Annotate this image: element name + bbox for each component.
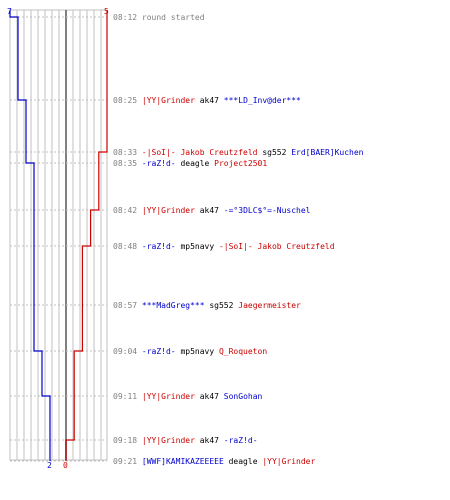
event-killer: |YY|Grinder: [142, 392, 200, 401]
event-row: 09:11 |YY|Grinder ak47 SonGohan: [113, 392, 263, 401]
event-killer: -raZ!d-: [142, 347, 181, 356]
event-row: 08:12 round started: [113, 13, 205, 22]
series-line-red: [65, 10, 108, 461]
left-bottom-label: 2: [47, 461, 52, 470]
event-message: round started: [142, 13, 205, 22]
event-victim: ***LD_Inv@der***: [224, 96, 301, 105]
right-bottom-label: 0: [63, 461, 68, 470]
event-row: 08:57 ***MadGreg*** sg552 Jaegermeister: [113, 301, 301, 310]
event-time: 08:57: [113, 301, 142, 310]
event-killer: -|SoI|- Jakob Creutzfeld: [142, 148, 262, 157]
event-row: 08:42 |YY|Grinder ak47 -=°3DLC$°=-Nusche…: [113, 206, 311, 215]
series-lines: [9, 10, 108, 461]
event-victim: |YY|Grinder: [262, 457, 315, 466]
series-line-blue: [9, 10, 51, 461]
event-weapon: ak47: [200, 436, 224, 445]
event-weapon: ak47: [200, 392, 224, 401]
event-row: 09:21 [WWF]KAMIKAZEEEEE deagle |YY|Grind…: [113, 457, 315, 466]
event-time: 08:12: [113, 13, 142, 22]
event-log: 08:12 round started 08:25 |YY|Grinder ak4…: [113, 13, 364, 466]
event-time: 09:18: [113, 436, 142, 445]
left-top-label: 7: [7, 7, 12, 16]
event-weapon: mp5navy: [180, 347, 219, 356]
event-killer: [WWF]KAMIKAZEEEEE: [142, 457, 229, 466]
event-victim: Erd[BAER]Kuchen: [291, 148, 363, 157]
event-weapon: deagle: [229, 457, 263, 466]
event-time: 09:11: [113, 392, 142, 401]
event-row: 08:35 -raZ!d- deagle Project2501: [113, 159, 267, 168]
event-weapon: mp5navy: [180, 242, 219, 251]
event-weapon: ak47: [200, 96, 224, 105]
event-victim: Q_Roqueton: [219, 347, 267, 356]
event-weapon: ak47: [200, 206, 224, 215]
event-killer: |YY|Grinder: [142, 206, 200, 215]
event-victim: -|SoI|- Jakob Creutzfeld: [219, 242, 335, 251]
event-row: 08:25 |YY|Grinder ak47 ***LD_Inv@der***: [113, 96, 301, 105]
event-time: 09:04: [113, 347, 142, 356]
event-time: 08:42: [113, 206, 142, 215]
right-top-label: 5: [104, 7, 109, 16]
event-weapon: sg552: [209, 301, 238, 310]
grid: [9, 9, 108, 462]
event-victim: Jaegermeister: [238, 301, 301, 310]
event-weapon: deagle: [180, 159, 214, 168]
event-victim: -raZ!d-: [224, 436, 258, 445]
event-weapon: sg552: [262, 148, 291, 157]
event-time: 08:48: [113, 242, 142, 251]
event-killer: -raZ!d-: [142, 242, 181, 251]
event-time: 08:35: [113, 159, 142, 168]
tick-labels: 7 5 2 0: [7, 7, 109, 470]
event-time: 08:25: [113, 96, 142, 105]
event-row: 09:04 -raZ!d- mp5navy Q_Roqueton: [113, 347, 267, 356]
event-killer: |YY|Grinder: [142, 96, 200, 105]
event-killer: |YY|Grinder: [142, 436, 200, 445]
event-row: 08:33 -|SoI|- Jakob Creutzfeld sg552 Erd…: [113, 148, 364, 157]
event-row: 08:48 -raZ!d- mp5navy -|SoI|- Jakob Creu…: [113, 242, 335, 251]
event-time: 09:21: [113, 457, 142, 466]
event-victim: SonGohan: [224, 392, 263, 401]
event-victim: -=°3DLC$°=-Nuschel: [224, 206, 311, 215]
event-time: 08:33: [113, 148, 142, 157]
event-killer: ***MadGreg***: [142, 301, 209, 310]
event-row: 09:18 |YY|Grinder ak47 -raZ!d-: [113, 436, 258, 445]
event-victim: Project2501: [214, 159, 267, 168]
event-killer: -raZ!d-: [142, 159, 181, 168]
